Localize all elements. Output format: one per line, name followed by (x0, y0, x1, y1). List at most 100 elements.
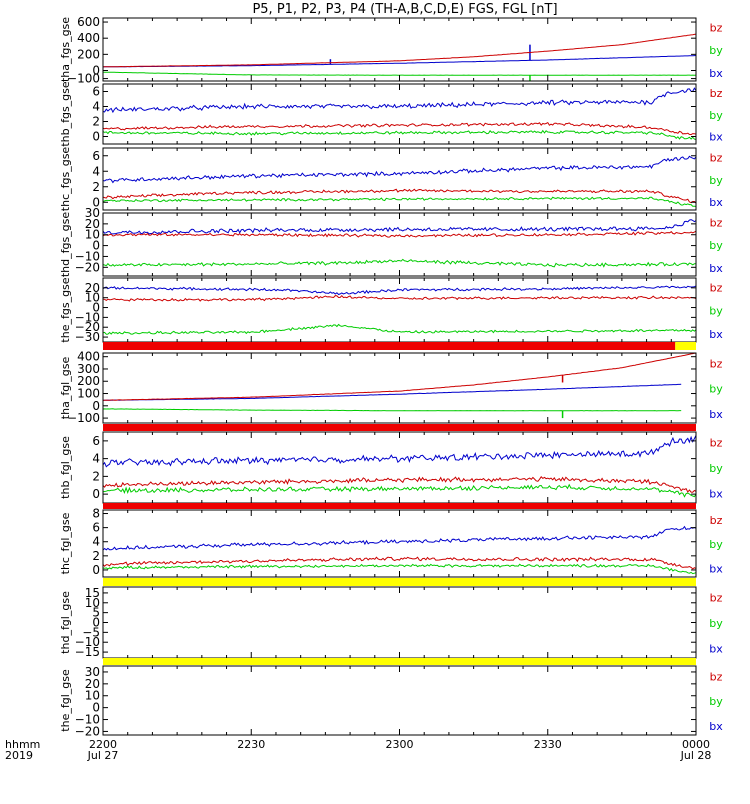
y-tick-label: −10 (75, 635, 100, 649)
y-tick-label: 20 (85, 217, 100, 231)
legend-label-bx: bx (709, 562, 723, 575)
y-tick-label: 200 (77, 374, 100, 388)
legend-label-bz: bz (710, 87, 723, 100)
y-tick-label: −100 (67, 72, 100, 86)
y-tick-label: 4 (92, 164, 100, 178)
date-label: Jul 27 (87, 749, 119, 762)
series-line-bz (103, 294, 696, 302)
series-group (103, 33, 696, 81)
panel-thb_fgl_gse: 6 4 2 0 thb_fgl_gse bz by bx (59, 431, 723, 504)
y-tick-label: 20 (85, 281, 100, 295)
panel-frame (102, 352, 697, 424)
legend-label-bx: bx (709, 408, 723, 421)
series-group (103, 87, 696, 140)
series-group (103, 525, 696, 575)
y-tick-label: 2 (92, 469, 100, 483)
series-line-bx (103, 87, 696, 114)
legend-label-bx: bx (709, 328, 723, 341)
y-axis-label: the_fgl_gse (59, 669, 72, 732)
y-tick-label: 0 (92, 64, 100, 78)
legend-label-bx: bx (709, 720, 723, 733)
legend-label-bz: bz (710, 282, 723, 295)
time-tick-label: 0000 (682, 738, 710, 751)
legend-label-by: by (709, 44, 723, 57)
y-tick-label: −15 (75, 645, 100, 659)
series-group (103, 435, 696, 498)
y-tick-label: −5 (82, 625, 100, 639)
legend-label-bx: bx (709, 67, 723, 80)
y-tick-label: 2 (92, 180, 100, 194)
series-group (103, 155, 696, 207)
y-tick-label: 0 (92, 701, 100, 715)
series-line-bz (103, 476, 696, 493)
y-tick-label: 0 (92, 130, 100, 144)
panel-frame (102, 212, 697, 277)
y-tick-label: 400 (77, 31, 100, 45)
panel-thc_fgs_gse: 64 20 thc_fgs_gse bz by bx (59, 147, 723, 212)
availability-bar-red (103, 424, 696, 431)
legend-label-bx: bx (709, 488, 723, 501)
y-axis-label: thb_fgl_gse (59, 436, 72, 499)
y-tick-label: 0 (92, 399, 100, 413)
y-tick-label: 0 (92, 616, 100, 630)
legend-label-by: by (709, 617, 723, 630)
series-line-bx (103, 219, 696, 235)
series-line-by (103, 323, 696, 335)
y-tick-label: 400 (77, 350, 100, 364)
y-axis-label: thc_fgl_gse (59, 512, 72, 574)
y-tick-label: 200 (77, 47, 100, 61)
y-tick-label: 0 (92, 563, 100, 577)
y-tick-label: 0 (92, 239, 100, 253)
legend-label-bx: bx (709, 130, 723, 143)
panel-frame (102, 665, 697, 736)
legend-label-bz: bz (710, 22, 723, 35)
availability-bar-red (103, 342, 676, 350)
series-line-bz (103, 33, 696, 68)
y-tick-label: 6 (92, 521, 100, 535)
y-tick-label: 10 (85, 228, 100, 242)
series-line-by (103, 71, 696, 76)
series-line-bx (103, 525, 696, 551)
y-tick-label: 6 (92, 149, 100, 163)
y-tick-label: −10 (75, 310, 100, 324)
time-tick-label: 2230 (237, 738, 265, 751)
series-line-by (103, 258, 696, 268)
legend-label-by: by (709, 383, 723, 396)
panel-frame (102, 83, 697, 145)
y-tick-label: −100 (67, 411, 100, 425)
time-tick-label: 2330 (534, 738, 562, 751)
series-line-by (103, 129, 696, 140)
y-tick-label: 6 (92, 85, 100, 99)
data-availability-bars (103, 342, 696, 665)
y-tick-label: 0 (92, 195, 100, 209)
panel-frame (102, 431, 697, 504)
y-tick-label: 20 (85, 677, 100, 691)
series-line-by (103, 483, 696, 498)
y-tick-label: −10 (75, 249, 100, 263)
legend-label-bz: bz (710, 151, 723, 164)
y-tick-label: 0 (92, 487, 100, 501)
legend-label-bz: bz (710, 514, 723, 527)
series-line-by (103, 408, 682, 412)
series-line-bz (103, 230, 696, 238)
legend-label-bz: bz (710, 592, 723, 605)
y-tick-label: −30 (75, 330, 100, 344)
y-tick-label: 6 (92, 434, 100, 448)
y-tick-label: 30 (85, 665, 100, 679)
y-axis-label: tha_fgs_gse (59, 17, 72, 82)
y-tick-label: −20 (75, 724, 100, 738)
figure-title: P5, P1, P2, P3, P4 (TH-A,B,C,D,E) FGS, F… (252, 2, 557, 17)
legend-label-bz: bz (710, 217, 723, 230)
legend-label-by: by (709, 239, 723, 252)
series-line-bz (103, 188, 696, 204)
y-tick-label: 2 (92, 115, 100, 129)
y-axis-label: thc_fgs_gse (59, 147, 72, 212)
panel-frame (102, 17, 697, 82)
availability-bar-yellow (103, 658, 696, 665)
